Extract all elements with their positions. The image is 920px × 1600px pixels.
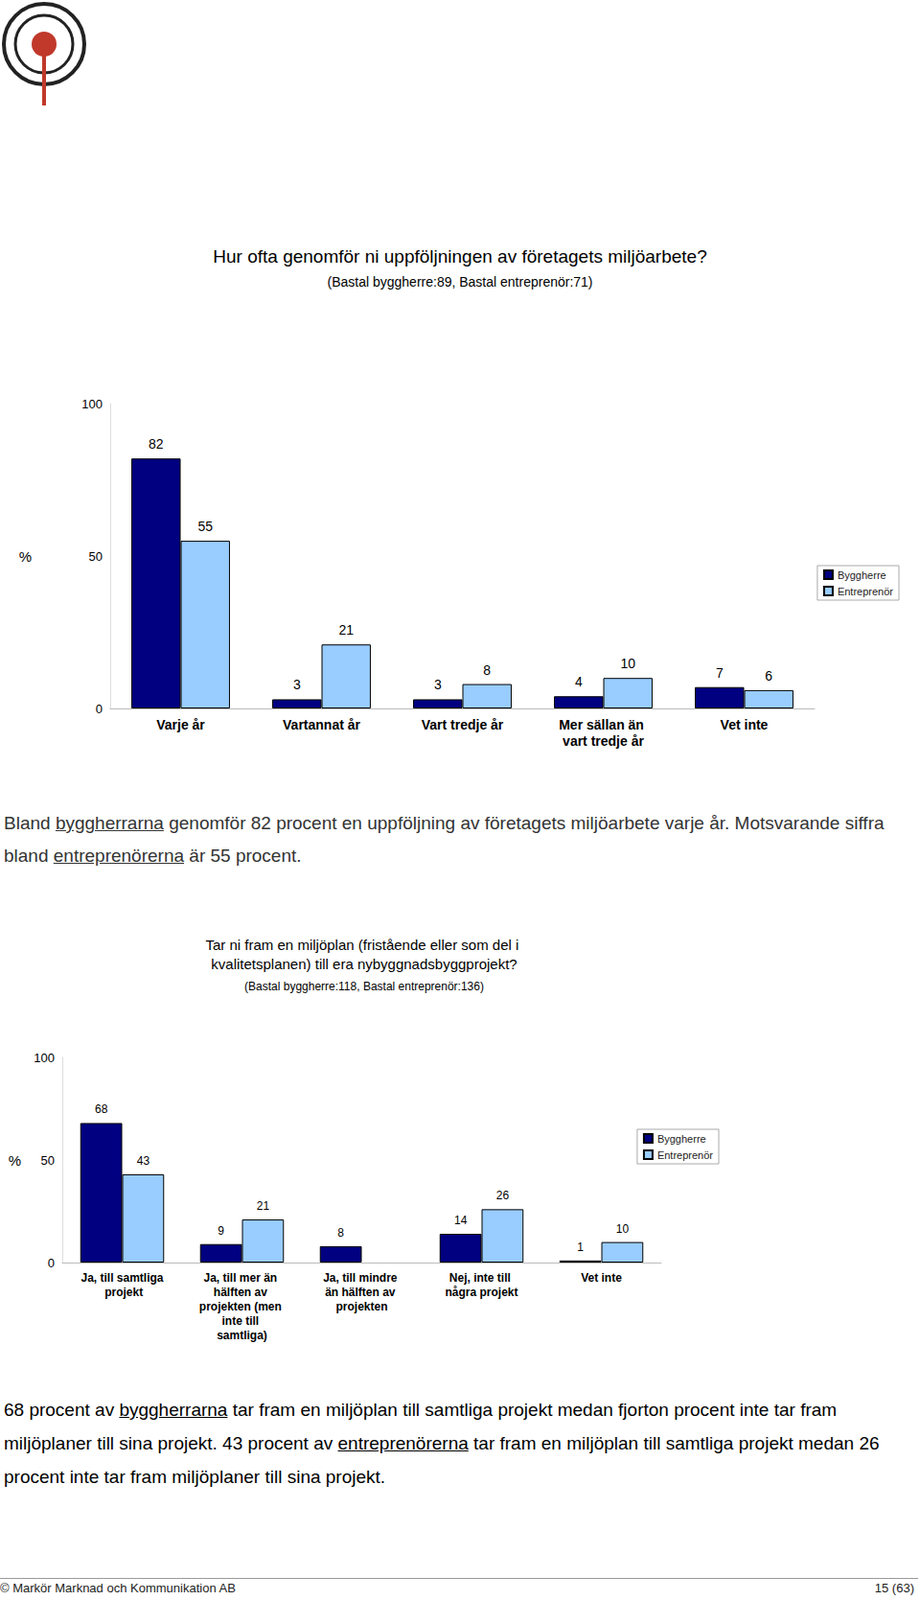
svg-text:Vartannat år: Vartannat år	[282, 716, 361, 733]
svg-text:1: 1	[576, 1240, 584, 1254]
svg-text:Ja, till mindre: Ja, till mindre	[322, 1270, 401, 1285]
svg-text:0: 0	[47, 1255, 55, 1270]
svg-text:inte till: inte till	[222, 1313, 263, 1328]
svg-text:55: 55	[197, 518, 213, 534]
svg-text:Hur ofta genomför ni uppföljni: Hur ofta genomför ni uppföljningen av fö…	[212, 246, 707, 267]
svg-text:samtliga): samtliga)	[216, 1328, 268, 1342]
svg-text:3: 3	[293, 676, 301, 692]
svg-text:än hälften av: än hälften av	[324, 1285, 399, 1299]
svg-text:några projekt: några projekt	[444, 1285, 518, 1299]
svg-text:8: 8	[337, 1225, 345, 1240]
svg-text:Vet inte: Vet inte	[580, 1270, 622, 1285]
svg-text:10: 10	[620, 655, 636, 671]
svg-text:projekt: projekt	[101, 1285, 143, 1299]
svg-text:Ja, till mer än: Ja, till mer än	[203, 1270, 280, 1285]
svg-text:50: 50	[89, 549, 103, 564]
svg-text:8: 8	[483, 662, 491, 678]
svg-text:Nej, inte till: Nej, inte till	[449, 1270, 514, 1285]
html-text:© Markör Marknad och Kommunika: © Markör Marknad och Kommunikation AB	[0, 1580, 236, 1595]
svg-text:%: %	[8, 1151, 22, 1169]
svg-text:82: 82	[148, 436, 164, 452]
svg-text:68: 68	[94, 1102, 109, 1116]
svg-text:projekten (men: projekten (men	[199, 1299, 285, 1313]
svg-text:Entreprenör: Entreprenör	[657, 1149, 713, 1161]
svg-text:Varje år: Varje år	[156, 716, 206, 733]
svg-text:Mer sällan än: Mer sällan än	[558, 716, 648, 733]
html-text:68 procent av byggherrarna tar: 68 procent av byggherrarna tar fram en m…	[3, 1399, 880, 1487]
svg-text:Vart tredje år: Vart tredje år	[421, 716, 505, 733]
svg-text:Tar ni fram en miljöplan (fris: Tar ni fram en miljöplan (fristående ell…	[206, 936, 524, 953]
svg-text:3: 3	[434, 676, 442, 692]
svg-text:0: 0	[95, 701, 103, 716]
svg-text:50: 50	[41, 1152, 55, 1168]
svg-text:%: %	[19, 548, 32, 565]
svg-text:vart tredje år: vart tredje år	[562, 733, 644, 749]
svg-text:hälften av: hälften av	[213, 1285, 271, 1299]
svg-text:Ja, till samtliga: Ja, till samtliga	[80, 1270, 163, 1285]
svg-text:kvalitetsplanen) till era nyby: kvalitetsplanen) till era nybyggnadsbygg…	[210, 955, 517, 972]
svg-text:7: 7	[715, 665, 724, 681]
svg-text:6: 6	[764, 667, 773, 684]
svg-text:21: 21	[338, 621, 354, 638]
svg-text:26: 26	[496, 1188, 510, 1202]
svg-text:Vet inte: Vet inte	[720, 716, 769, 733]
svg-text:43: 43	[137, 1153, 151, 1168]
html-text:Bland byggherrarna genomför 82: Bland byggherrarna genomför 82 procent e…	[3, 812, 885, 866]
svg-text:100: 100	[81, 396, 103, 412]
html-text:15 (63): 15 (63)	[874, 1580, 915, 1595]
svg-text:(Bastal byggherre:118, Bastal: (Bastal byggherre:118, Bastal entreprenö…	[244, 979, 484, 993]
svg-text:100: 100	[33, 1050, 55, 1065]
svg-text:9: 9	[217, 1223, 225, 1238]
svg-text:21: 21	[256, 1198, 271, 1213]
svg-text:Byggherre: Byggherre	[657, 1132, 707, 1145]
svg-text:14: 14	[454, 1213, 468, 1227]
svg-text:10: 10	[616, 1221, 630, 1236]
svg-text:projekten: projekten	[335, 1299, 388, 1313]
svg-text:Entreprenör: Entreprenör	[837, 585, 894, 598]
svg-text:Byggherre: Byggherre	[837, 569, 887, 581]
svg-text:(Bastal byggherre:89, Bastal e: (Bastal byggherre:89, Bastal entreprenör…	[326, 274, 593, 290]
svg-text:4: 4	[575, 673, 583, 690]
